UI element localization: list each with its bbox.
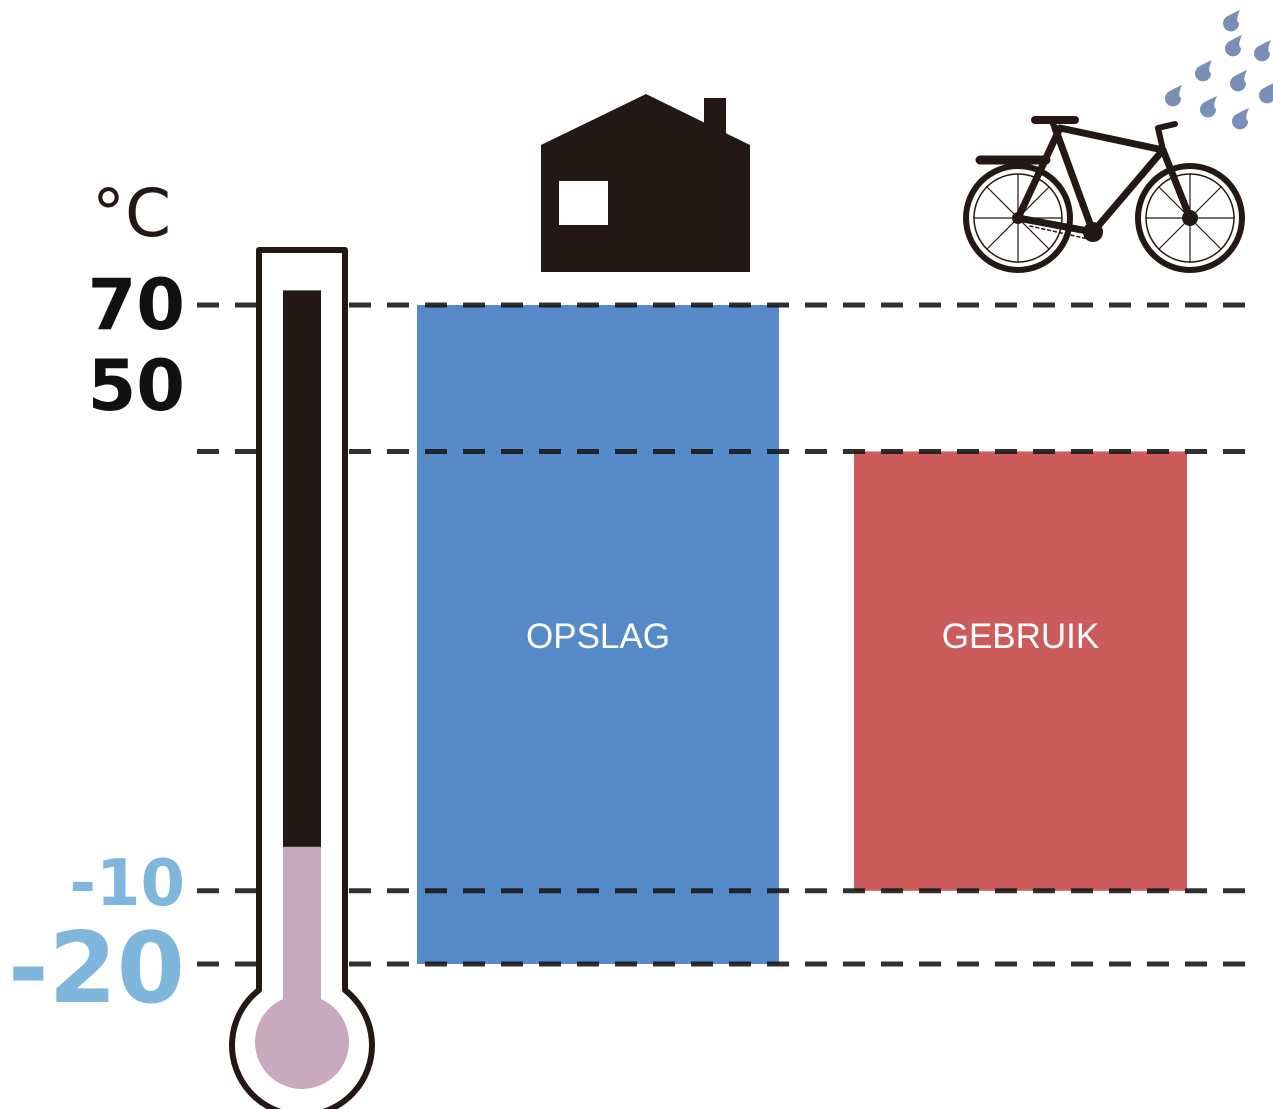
tick-label-minus-10: -10 (69, 847, 185, 921)
raindrop (1254, 40, 1271, 62)
raindrop (1225, 35, 1242, 57)
thermometer-warm-fill (283, 290, 321, 847)
range-label-gebruik: GEBRUIK (942, 617, 1100, 656)
range-label-opslag: OPSLAG (526, 617, 670, 656)
tick-label-70: 70 (88, 264, 185, 346)
thermometer-icon (229, 247, 375, 1109)
raindrop (1165, 85, 1182, 107)
house-window (559, 181, 608, 225)
tick-label-50: 50 (88, 345, 185, 427)
raindrop (1195, 60, 1212, 82)
raindrop (1232, 108, 1249, 130)
thermometer-cold-fill (283, 846, 321, 1040)
range-bars (417, 305, 1187, 964)
range-bar-opslag (417, 305, 779, 964)
raindrop (1223, 10, 1240, 32)
raindrop (1200, 96, 1217, 118)
house-icon (541, 94, 750, 272)
reference-lines (197, 302, 1252, 967)
tick-label-minus-20: -20 (8, 912, 185, 1026)
rain-icon (1165, 10, 1273, 130)
thermometer-bulb (255, 995, 349, 1089)
unit-label: °C (92, 175, 171, 252)
bicycle-icon (963, 116, 1245, 273)
range-bar-gebruik (854, 451, 1187, 891)
raindrop (1259, 83, 1273, 104)
raindrop (1230, 70, 1247, 92)
